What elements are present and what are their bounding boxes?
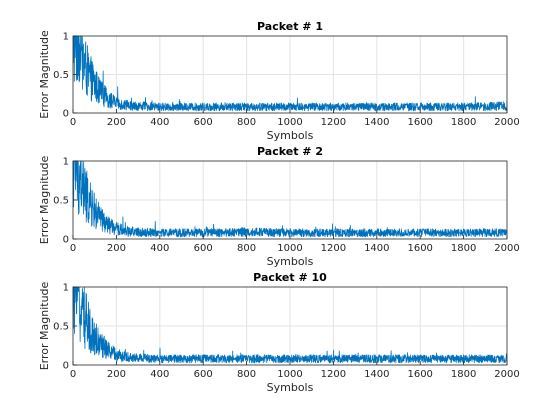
x-tick-label: 1800 bbox=[451, 243, 476, 254]
x-tick-label: 1600 bbox=[407, 117, 432, 128]
x-tick-label: 1000 bbox=[277, 117, 302, 128]
x-tick-label: 1000 bbox=[277, 369, 302, 380]
error-trace-line bbox=[72, 35, 508, 112]
x-tick-label: 1800 bbox=[451, 369, 476, 380]
x-tick-label: 800 bbox=[237, 117, 256, 128]
x-tick-label: 1200 bbox=[321, 243, 346, 254]
x-tick-label: 2000 bbox=[494, 369, 519, 380]
x-tick-label: 800 bbox=[237, 243, 256, 254]
y-tick-label: 0 bbox=[63, 235, 69, 246]
y-axis-label: Error Magnitude bbox=[38, 30, 51, 119]
y-axis-label: Error Magnitude bbox=[38, 155, 51, 244]
x-tick-label: 1200 bbox=[321, 117, 346, 128]
x-axis-label: Symbols bbox=[267, 255, 314, 268]
subplot-3: 0 200 400 600 800 1000 1200 1400 1600 1800 2000 0 0.… bbox=[38, 271, 520, 394]
x-tick-label: 600 bbox=[194, 243, 213, 254]
x-tick-label: 400 bbox=[150, 243, 169, 254]
y-tick-label: 0.5 bbox=[53, 196, 69, 207]
x-tick-label: 0 bbox=[70, 117, 76, 128]
x-tick-label: 200 bbox=[107, 117, 126, 128]
x-axis-label: Symbols bbox=[267, 129, 314, 142]
y-tick-label: 0.5 bbox=[53, 70, 69, 81]
subplot-1: 0 200 400 600 800 1000 1200 1400 1600 1800 2000 0 0.… bbox=[38, 20, 520, 142]
x-tick-label: 400 bbox=[150, 369, 169, 380]
subplot-2: 0 200 400 600 800 1000 1200 1400 1600 1800 2000 0 0.… bbox=[38, 145, 520, 268]
x-tick-label: 0 bbox=[70, 369, 76, 380]
x-tick-label: 600 bbox=[194, 369, 213, 380]
y-tick-label: 0 bbox=[63, 109, 69, 120]
x-tick-label: 1800 bbox=[451, 117, 476, 128]
x-tick-label: 400 bbox=[150, 117, 169, 128]
x-tick-label: 200 bbox=[107, 243, 126, 254]
x-tick-label: 1400 bbox=[364, 369, 389, 380]
x-tick-label: 1600 bbox=[407, 369, 432, 380]
x-tick-label: 200 bbox=[107, 369, 126, 380]
x-tick-label: 1200 bbox=[321, 369, 346, 380]
y-tick-label: 1 bbox=[63, 283, 69, 294]
x-axis-label: Symbols bbox=[267, 381, 314, 394]
y-tick-label: 0 bbox=[63, 361, 69, 372]
x-tick-label: 1400 bbox=[364, 243, 389, 254]
x-tick-label: 1400 bbox=[364, 117, 389, 128]
error-trace-line bbox=[72, 286, 508, 364]
y-tick-label: 0.5 bbox=[53, 322, 69, 333]
subplot-title: Packet # 2 bbox=[257, 145, 323, 158]
x-tick-label: 2000 bbox=[494, 243, 519, 254]
y-axis-label: Error Magnitude bbox=[38, 281, 51, 370]
x-tick-label: 1000 bbox=[277, 243, 302, 254]
x-tick-label: 600 bbox=[194, 117, 213, 128]
error-trace-line bbox=[72, 160, 508, 238]
x-tick-label: 2000 bbox=[494, 117, 519, 128]
y-tick-label: 1 bbox=[63, 32, 69, 43]
x-tick-label: 0 bbox=[70, 243, 76, 254]
x-tick-label: 1600 bbox=[407, 243, 432, 254]
subplot-title: Packet # 1 bbox=[257, 20, 323, 33]
x-tick-label: 800 bbox=[237, 369, 256, 380]
y-tick-label: 1 bbox=[63, 157, 69, 168]
subplot-title: Packet # 10 bbox=[253, 271, 327, 284]
